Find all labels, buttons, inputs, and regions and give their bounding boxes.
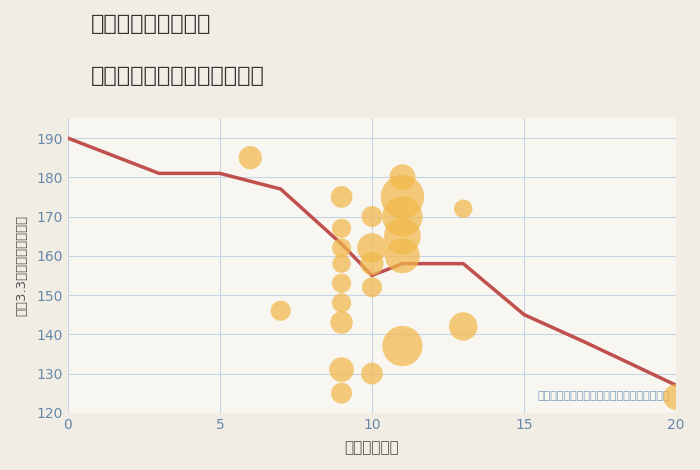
Point	[458, 323, 469, 330]
Point	[336, 390, 347, 397]
Point	[336, 366, 347, 373]
Point	[458, 205, 469, 212]
Point	[336, 225, 347, 232]
Point	[275, 307, 286, 314]
Text: 駅距離別中古マンション価格: 駅距離別中古マンション価格	[91, 66, 265, 86]
Point	[336, 244, 347, 252]
Point	[336, 280, 347, 287]
Point	[397, 193, 408, 201]
Text: 円の大きさは、取引のあった物件面積を示す: 円の大きさは、取引のあった物件面積を示す	[538, 391, 670, 401]
Point	[671, 393, 682, 401]
Point	[397, 173, 408, 181]
Point	[336, 299, 347, 306]
Point	[336, 260, 347, 267]
Point	[366, 244, 377, 252]
Point	[397, 213, 408, 220]
X-axis label: 駅距離（分）: 駅距離（分）	[344, 440, 399, 455]
Point	[366, 370, 377, 377]
Point	[397, 342, 408, 350]
Point	[366, 283, 377, 291]
Point	[366, 260, 377, 267]
Point	[336, 319, 347, 326]
Point	[336, 193, 347, 201]
Point	[397, 252, 408, 259]
Y-axis label: 坪（3.3㎡）単価（万円）: 坪（3.3㎡）単価（万円）	[15, 215, 28, 316]
Text: 東京都つくし野駅の: 東京都つくし野駅の	[91, 14, 211, 34]
Point	[366, 213, 377, 220]
Point	[245, 154, 256, 161]
Point	[397, 232, 408, 240]
